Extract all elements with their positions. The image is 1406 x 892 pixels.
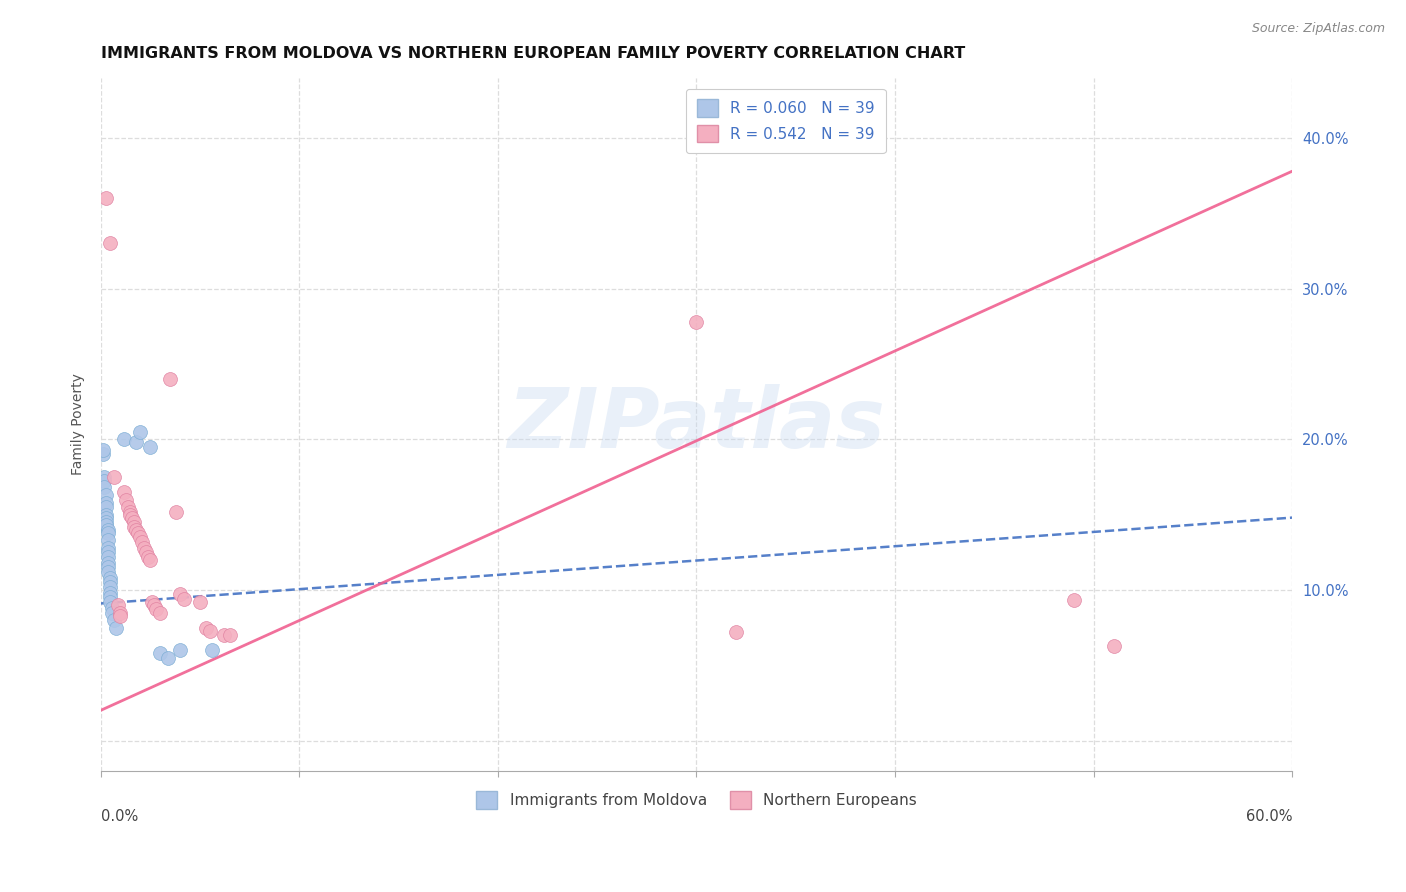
Text: 0.0%: 0.0%: [100, 809, 138, 824]
Legend: Immigrants from Moldova, Northern Europeans: Immigrants from Moldova, Northern Europe…: [470, 785, 924, 815]
Y-axis label: Family Poverty: Family Poverty: [72, 373, 86, 475]
Text: Source: ZipAtlas.com: Source: ZipAtlas.com: [1251, 22, 1385, 36]
Text: ZIPatlas: ZIPatlas: [508, 384, 886, 465]
Text: 60.0%: 60.0%: [1246, 809, 1292, 824]
Text: IMMIGRANTS FROM MOLDOVA VS NORTHERN EUROPEAN FAMILY POVERTY CORRELATION CHART: IMMIGRANTS FROM MOLDOVA VS NORTHERN EURO…: [100, 46, 965, 62]
